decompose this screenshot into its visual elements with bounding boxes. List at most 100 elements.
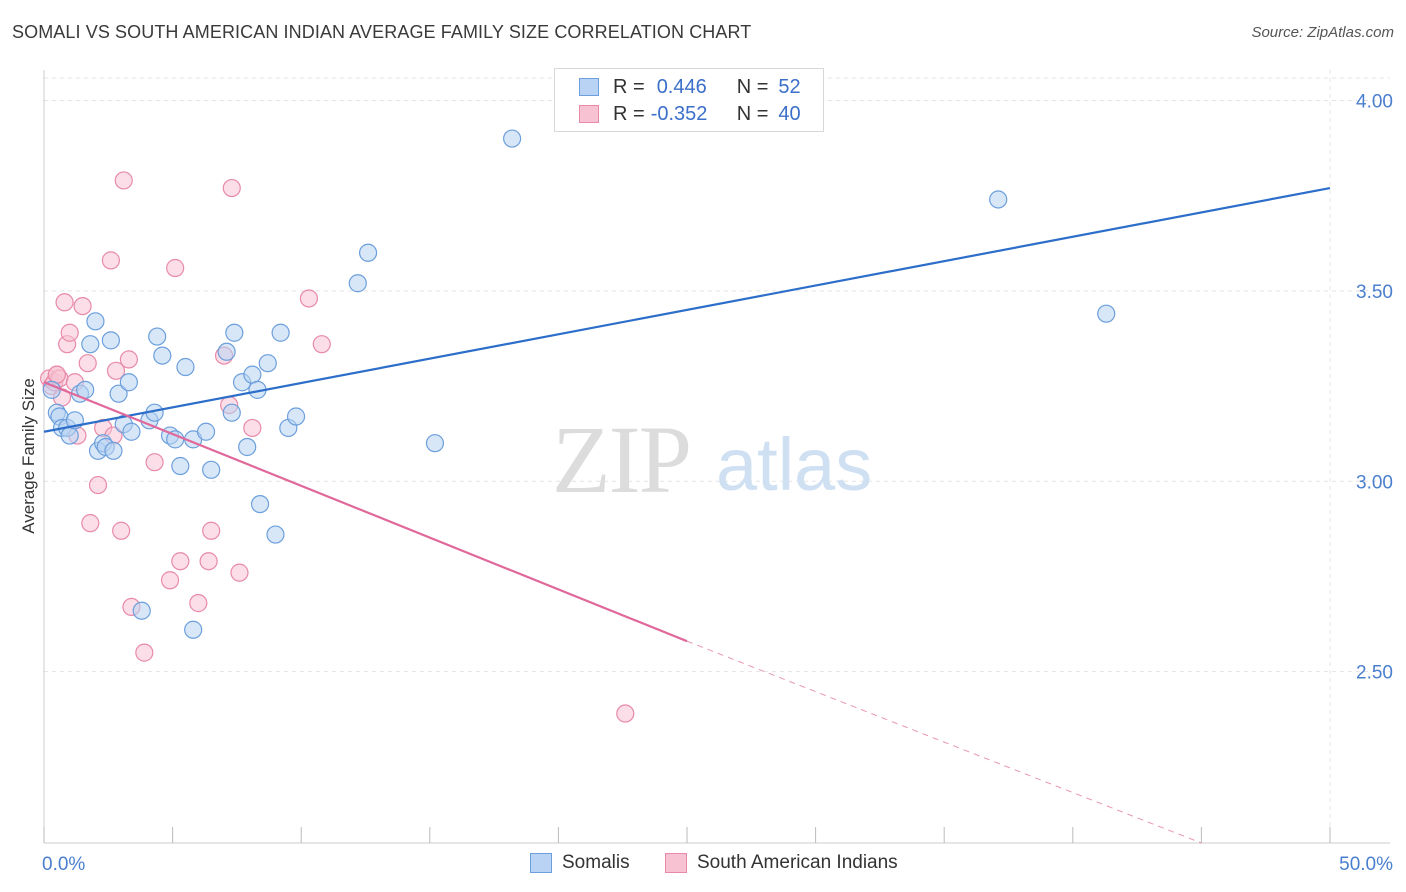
data-point	[106, 361, 126, 380]
data-point	[217, 342, 236, 361]
data-point	[119, 350, 138, 369]
grid	[44, 70, 1390, 843]
y-tick-labels: 2.50 3.00 3.50 4.00	[1356, 91, 1393, 683]
data-point	[202, 460, 221, 479]
data-point	[299, 289, 319, 308]
legend-n-value: 40	[778, 102, 801, 125]
legend-swatch-pink	[579, 105, 599, 123]
legend-row-somalis: R = 0.446 N = 52	[579, 75, 801, 99]
x-tick-label: 50.0%	[1339, 854, 1393, 875]
data-point	[184, 620, 203, 639]
y-tick-label: 3.00	[1356, 472, 1393, 493]
legend-r-label: R =	[613, 102, 645, 125]
x-tick-labels: 0.0% 50.0%	[42, 854, 1393, 875]
data-point	[243, 418, 262, 438]
x-tick-label: 0.0%	[42, 854, 85, 875]
watermark: ZIP atlas	[552, 406, 872, 513]
source-label: Source: ZipAtlas.com	[1251, 24, 1394, 41]
series-legend-somalis[interactable]: Somalis	[530, 852, 630, 874]
data-point	[55, 293, 74, 312]
data-point	[171, 552, 190, 571]
data-point	[153, 346, 172, 365]
watermark-zip: ZIP	[552, 406, 690, 513]
data-point	[258, 354, 277, 373]
series-legend-label: Somalis	[562, 852, 630, 873]
series-legend-south-american-indians[interactable]: South American Indians	[665, 852, 898, 874]
chart-title: SOMALI VS SOUTH AMERICAN INDIAN AVERAGE …	[12, 22, 752, 42]
series-legend-swatch-pink	[665, 853, 687, 873]
data-point	[114, 171, 133, 190]
data-point	[202, 521, 221, 540]
legend-n-label: N =	[736, 75, 769, 98]
data-point	[60, 426, 79, 445]
data-point	[47, 365, 66, 384]
data-point	[122, 422, 141, 441]
data-point	[230, 563, 249, 582]
data-point	[250, 494, 270, 514]
series-legend: Somalis South American Indians	[0, 852, 1406, 878]
data-point	[271, 323, 290, 342]
data-point	[101, 331, 120, 350]
data-point	[88, 475, 108, 495]
series-legend-label: South American Indians	[697, 852, 898, 873]
trendline	[686, 640, 1202, 844]
data-point	[86, 312, 105, 331]
data-point	[135, 643, 154, 662]
legend-r-value: 0.446	[656, 75, 707, 98]
data-point	[196, 422, 216, 441]
data-point	[148, 327, 167, 346]
y-tick-label: 4.00	[1356, 91, 1393, 112]
y-axis-label: Average Family Size	[19, 378, 38, 534]
data-point	[101, 251, 120, 270]
legend-r-label: R =	[613, 75, 645, 98]
data-point	[160, 571, 180, 590]
data-point	[425, 434, 445, 453]
data-point	[238, 437, 257, 457]
legend-r-value: -0.352	[650, 102, 708, 125]
data-point	[132, 601, 151, 620]
data-point	[171, 456, 190, 476]
data-point	[989, 190, 1008, 209]
y-tick-label: 2.50	[1356, 663, 1393, 684]
series-legend-swatch-blue	[530, 853, 552, 873]
data-point	[222, 178, 241, 198]
data-point	[189, 594, 208, 613]
data-point	[60, 323, 79, 342]
data-point	[225, 323, 244, 342]
data-point	[1097, 304, 1116, 323]
trendlines	[43, 186, 1331, 844]
watermark-atlas: atlas	[716, 423, 872, 506]
data-point	[222, 403, 241, 422]
axes	[43, 70, 1390, 844]
data-point	[145, 453, 164, 472]
data-point	[109, 384, 128, 403]
trendline	[43, 186, 1331, 433]
data-point	[119, 373, 138, 392]
y-tick-label: 3.50	[1356, 282, 1393, 303]
legend-row-south-american-indians: R = -0.352 N = 40	[579, 102, 801, 126]
legend-n-value: 52	[778, 75, 801, 98]
data-point	[112, 521, 131, 540]
data-point	[616, 704, 635, 723]
data-point	[81, 514, 100, 533]
data-point	[243, 365, 262, 384]
data-point	[78, 354, 97, 373]
trendline	[43, 381, 688, 643]
data-point	[286, 407, 306, 426]
data-point	[312, 335, 331, 354]
data-point	[266, 525, 285, 544]
series-south-american-indians	[40, 171, 635, 723]
data-point	[104, 441, 123, 460]
data-point	[503, 129, 522, 148]
correlation-legend: R = 0.446 N = 52 R = -0.352 N = 40	[554, 68, 824, 132]
data-point	[166, 258, 185, 278]
data-point	[176, 357, 195, 377]
legend-swatch-blue	[579, 78, 599, 96]
legend-n-label: N =	[736, 102, 769, 125]
series-somalis	[42, 129, 1116, 639]
data-point	[358, 243, 378, 262]
data-point	[73, 296, 92, 316]
data-point	[348, 274, 367, 293]
data-point	[81, 335, 100, 354]
